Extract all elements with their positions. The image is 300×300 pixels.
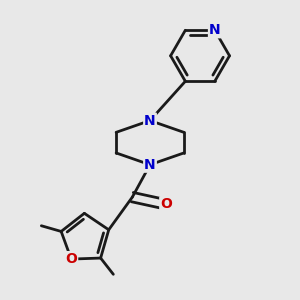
Text: O: O [160,197,172,212]
Text: N: N [144,114,156,128]
Text: N: N [209,23,220,37]
Text: N: N [144,158,156,172]
Text: O: O [65,252,77,266]
